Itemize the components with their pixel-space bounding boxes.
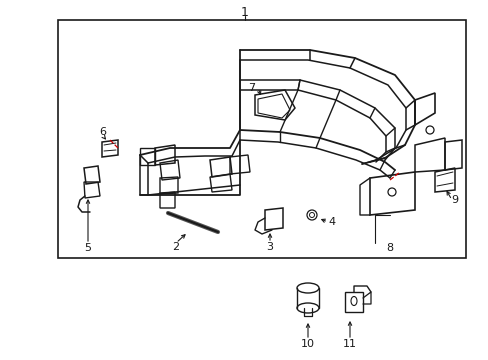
Bar [58,20,465,258]
Text: 2: 2 [172,242,179,252]
Text: 3: 3 [266,242,273,252]
Text: 11: 11 [342,339,356,349]
Text: 10: 10 [301,339,314,349]
Text: 6: 6 [99,127,106,137]
Text: 1: 1 [241,5,248,18]
Text: 7: 7 [248,83,255,93]
Text: 8: 8 [386,243,393,253]
Text: 5: 5 [84,243,91,253]
Text: 9: 9 [450,195,458,205]
Text: 4: 4 [328,217,335,227]
